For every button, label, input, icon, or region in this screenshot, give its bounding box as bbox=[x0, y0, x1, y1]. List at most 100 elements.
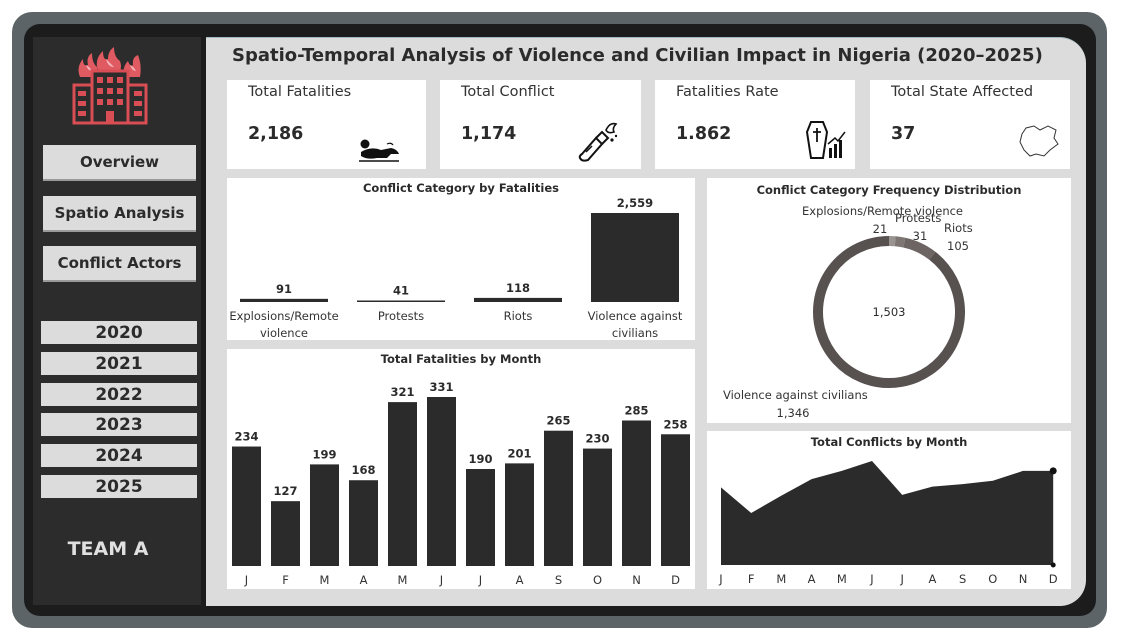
year-2021-button[interactable]: 2021 bbox=[41, 352, 197, 375]
kpi-value: 1.862 bbox=[676, 124, 732, 144]
month-axis-label: J bbox=[244, 573, 248, 587]
chart-title: Total Fatalities by Month bbox=[380, 352, 542, 366]
month-axis-label: F bbox=[748, 572, 755, 586]
kpi-label: Fatalities Rate bbox=[676, 84, 779, 100]
donut-label: 105 bbox=[947, 239, 969, 253]
chart-title: Conflict Category Frequency Distribution bbox=[756, 183, 1022, 197]
category-axis-label: Explosions/Remote bbox=[229, 309, 338, 323]
category-axis-label: civilians bbox=[612, 326, 658, 340]
month-axis-label: M bbox=[776, 572, 786, 586]
monthly-fatalities-bar-chart: 234 J 127 F 199 M 168 A 321 M 331 J 190 J 201 A 265 S 230 O… bbox=[232, 380, 690, 587]
month-axis-label: F bbox=[282, 573, 289, 587]
frequency-donut-chart: 1,503 Explosions/Remote violence 21 Protest… bbox=[723, 204, 973, 420]
fallen-person-icon bbox=[359, 139, 399, 162]
nav-conflict-actors-button[interactable]: Conflict Actors bbox=[43, 246, 196, 282]
donut-label: 1,346 bbox=[777, 406, 810, 420]
page-title: Spatio-Temporal Analysis of Violence and… bbox=[232, 45, 1043, 66]
bar-value-label: 285 bbox=[624, 403, 648, 417]
area-series bbox=[721, 461, 1054, 565]
category-bar-chart: 91 Explosions/Remote violence 41 Protests 118… bbox=[229, 196, 683, 340]
donut-slice bbox=[894, 236, 906, 248]
month-bar bbox=[349, 480, 378, 566]
month-axis-label: A bbox=[360, 573, 368, 587]
kpi-label: Total Conflict bbox=[461, 84, 555, 100]
month-axis-label: O bbox=[988, 572, 997, 586]
month-axis-label: S bbox=[959, 572, 966, 586]
category-bar bbox=[474, 297, 562, 302]
kpi-value: 37 bbox=[891, 124, 916, 144]
month-axis-label: S bbox=[555, 573, 562, 587]
month-axis-label: M bbox=[320, 573, 330, 587]
year-2024-button[interactable]: 2024 bbox=[41, 444, 197, 467]
month-axis-label: J bbox=[899, 572, 903, 586]
month-bar bbox=[661, 434, 690, 566]
month-bar bbox=[271, 501, 300, 566]
month-bar bbox=[310, 464, 339, 566]
kpi-total-state-affected: Total State Affected 37 bbox=[870, 80, 1070, 169]
year-2025-button[interactable]: 2025 bbox=[41, 475, 197, 498]
donut-label: Protests bbox=[895, 211, 941, 225]
month-bar bbox=[544, 430, 573, 566]
month-axis-label: J bbox=[439, 573, 443, 587]
bar-value-label: 199 bbox=[312, 447, 336, 461]
category-axis-label: violence bbox=[260, 326, 308, 340]
month-bar bbox=[232, 446, 261, 566]
chart-title: Total Conflicts by Month bbox=[810, 435, 968, 449]
kpi-total-fatalities: Total Fatalities 2,186 bbox=[227, 80, 426, 169]
burning-building-logo bbox=[72, 47, 148, 125]
bar-value-label: 127 bbox=[273, 484, 297, 498]
month-bar bbox=[388, 402, 417, 566]
fatalities-by-month-panel: Total Fatalities by Month 234 J 127 F 199 M 16… bbox=[227, 349, 695, 589]
kpi-fatalities-rate: Fatalities Rate 1.862 bbox=[655, 80, 855, 169]
category-axis-label: Protests bbox=[378, 309, 424, 323]
donut-label: Explosions/Remote violence bbox=[802, 204, 963, 218]
month-axis-label: A bbox=[808, 572, 816, 586]
category-bar bbox=[591, 213, 679, 302]
conflicts-by-month-panel: Total Conflicts by Month J F M A M J J A S O N D bbox=[707, 431, 1071, 589]
year-2022-button[interactable]: 2022 bbox=[41, 383, 197, 406]
bar-value-label: 230 bbox=[585, 432, 609, 446]
month-axis-label: J bbox=[478, 573, 482, 587]
month-axis-label: A bbox=[928, 572, 936, 586]
bar-value-label: 118 bbox=[506, 281, 530, 295]
bar-value-label: 201 bbox=[507, 446, 531, 460]
month-axis-label: A bbox=[516, 573, 524, 587]
donut-label: 21 bbox=[873, 222, 888, 236]
month-axis-label: N bbox=[632, 573, 641, 587]
month-axis-label: M bbox=[837, 572, 847, 586]
month-axis-label: O bbox=[593, 573, 602, 587]
bar-value-label: 168 bbox=[351, 463, 375, 477]
bar-value-label: 91 bbox=[276, 282, 292, 296]
kpi-label: Total State Affected bbox=[891, 84, 1034, 100]
year-2023-button[interactable]: 2023 bbox=[41, 413, 197, 436]
bar-value-label: 2,559 bbox=[617, 196, 653, 210]
month-axis-label: N bbox=[1019, 572, 1028, 586]
nav-spatio-analysis-button[interactable]: Spatio Analysis bbox=[43, 196, 196, 232]
month-bar bbox=[505, 463, 534, 566]
category-axis-label: Violence against bbox=[588, 309, 683, 323]
donut-slice bbox=[903, 237, 936, 260]
kpi-label: Total Fatalities bbox=[248, 84, 352, 100]
month-bar bbox=[466, 468, 495, 566]
nigeria-map-icon bbox=[1019, 125, 1059, 157]
kpi-value: 1,174 bbox=[461, 124, 517, 144]
kpi-value: 2,186 bbox=[248, 124, 304, 144]
bar-value-label: 234 bbox=[234, 430, 258, 444]
month-axis-label: M bbox=[398, 573, 408, 587]
kpi-total-conflict: Total Conflict 1,174 bbox=[440, 80, 641, 169]
chart-title: Conflict Category by Fatalities bbox=[362, 181, 559, 195]
donut-center-label: 1,503 bbox=[873, 305, 906, 319]
nav-overview-button[interactable]: Overview bbox=[43, 145, 196, 181]
molotov-icon bbox=[578, 122, 618, 162]
area-end-marker bbox=[1049, 467, 1057, 475]
bar-value-label: 41 bbox=[393, 284, 409, 298]
month-bar bbox=[622, 420, 651, 566]
month-bar bbox=[583, 448, 612, 566]
year-2020-button[interactable]: 2020 bbox=[41, 321, 197, 344]
month-axis-label: J bbox=[869, 572, 873, 586]
donut-label: Riots bbox=[944, 221, 973, 235]
conflict-frequency-panel: Conflict Category Frequency Distribution… bbox=[707, 178, 1071, 423]
category-axis-label: Riots bbox=[504, 309, 533, 323]
bar-value-label: 258 bbox=[663, 417, 687, 431]
